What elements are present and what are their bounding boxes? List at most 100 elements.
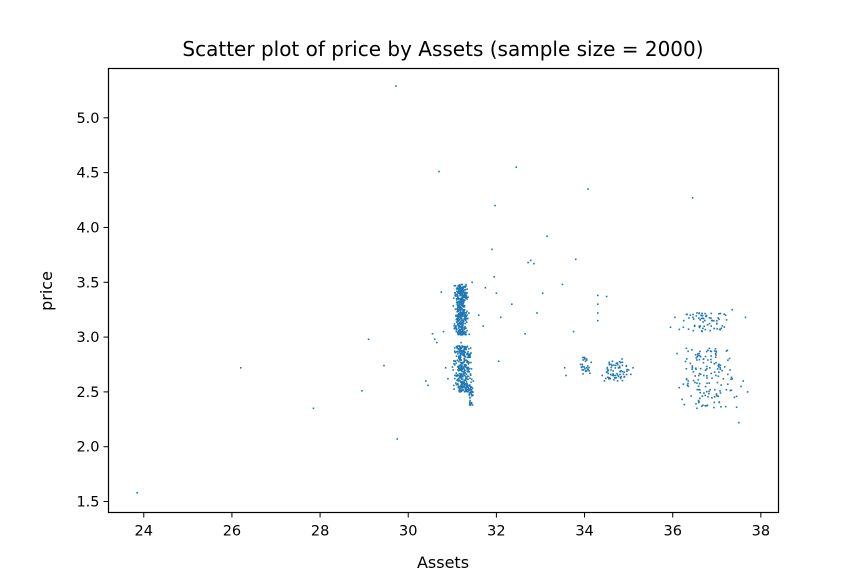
data-point — [459, 329, 462, 332]
x-tick-label: 38 — [752, 524, 770, 540]
data-point — [701, 314, 704, 317]
data-point — [470, 352, 472, 354]
data-point — [702, 358, 705, 361]
data-point — [706, 368, 708, 370]
data-point — [616, 372, 618, 375]
data-point — [710, 312, 713, 315]
data-point — [729, 389, 732, 392]
data-point — [621, 361, 624, 364]
data-point — [619, 366, 621, 369]
x-tick-label: 24 — [135, 524, 153, 540]
data-point — [456, 345, 458, 348]
data-point — [466, 368, 468, 370]
data-point — [611, 360, 614, 363]
data-point — [716, 368, 719, 370]
data-point — [466, 329, 468, 332]
data-point — [458, 372, 461, 375]
data-point — [698, 354, 701, 357]
data-point — [725, 388, 728, 391]
data-point — [463, 358, 466, 360]
data-point — [702, 317, 705, 320]
data-point — [456, 382, 459, 385]
data-point — [457, 348, 460, 351]
data-point — [620, 375, 623, 378]
data-point — [469, 373, 472, 375]
data-point — [456, 290, 458, 293]
data-point — [601, 374, 603, 377]
data-point — [706, 377, 708, 379]
data-point — [708, 322, 711, 325]
data-point — [462, 331, 465, 334]
data-point — [686, 313, 688, 316]
data-point — [465, 333, 467, 336]
data-point — [723, 313, 725, 315]
data-point — [699, 319, 701, 321]
data-point — [461, 346, 463, 349]
x-tick-label: 30 — [399, 524, 417, 540]
data-point — [460, 298, 462, 301]
data-point — [468, 404, 471, 406]
data-point — [701, 395, 704, 397]
data-point — [610, 366, 613, 369]
data-point — [468, 401, 471, 404]
data-point — [458, 355, 461, 358]
data-point — [467, 386, 470, 389]
data-point — [467, 387, 470, 390]
data-point — [726, 349, 729, 352]
data-point — [461, 286, 463, 289]
data-point — [460, 390, 463, 392]
data-point — [623, 371, 626, 373]
data-point — [460, 286, 462, 289]
data-point — [616, 380, 619, 382]
data-point — [698, 325, 701, 328]
data-point — [735, 395, 738, 398]
data-point — [455, 328, 458, 331]
data-point — [705, 314, 708, 317]
data-point — [699, 350, 701, 353]
data-point — [458, 327, 460, 329]
data-point — [458, 298, 460, 300]
y-tick-label: 5.0 — [76, 111, 99, 127]
data-point — [468, 333, 471, 336]
data-point — [469, 353, 472, 355]
data-point — [705, 350, 708, 353]
data-point — [467, 296, 469, 299]
data-point — [457, 295, 459, 298]
data-point — [460, 380, 463, 383]
data-point — [469, 399, 471, 402]
data-point — [614, 367, 617, 369]
data-point — [713, 406, 715, 409]
data-point — [433, 338, 436, 341]
data-point — [685, 367, 688, 370]
data-point — [459, 375, 462, 377]
data-point — [460, 326, 462, 328]
data-point — [582, 369, 585, 371]
data-point — [461, 319, 463, 321]
data-point — [613, 378, 615, 381]
data-point — [461, 283, 463, 286]
data-point — [697, 378, 700, 381]
data-point — [495, 292, 498, 295]
data-point — [460, 365, 463, 368]
data-point — [703, 319, 706, 322]
data-point — [687, 328, 690, 331]
data-point — [685, 347, 688, 350]
data-point — [703, 325, 705, 328]
data-point — [458, 302, 461, 304]
data-point — [687, 385, 690, 388]
data-point — [458, 288, 461, 290]
data-point — [707, 395, 709, 398]
data-point — [460, 317, 463, 320]
data-point — [470, 361, 472, 364]
data-point — [719, 392, 722, 394]
data-point — [456, 293, 459, 296]
data-point — [463, 369, 466, 371]
data-point — [468, 348, 470, 350]
data-point — [461, 350, 463, 353]
data-point — [470, 381, 472, 384]
data-point — [718, 312, 720, 315]
data-point — [455, 295, 457, 297]
data-point — [608, 363, 611, 366]
data-point — [464, 351, 466, 354]
data-point — [701, 312, 703, 315]
